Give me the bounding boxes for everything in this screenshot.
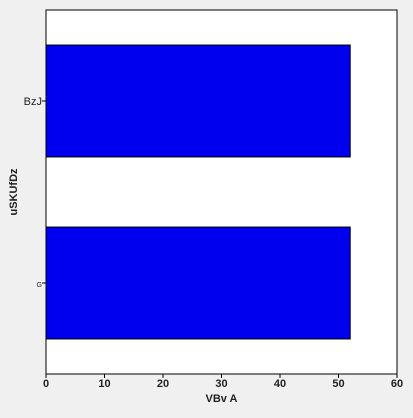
x-ticks-group: 0 10 20 30 40 50 60 — [43, 374, 403, 390]
x-tick-label: 0 — [43, 378, 49, 390]
x-tick-label: 40 — [274, 378, 286, 390]
x-axis-label: VBv A — [206, 393, 238, 405]
y-tick-label: G — [37, 282, 42, 289]
y-ticks-group: G BzJ — [24, 96, 46, 289]
x-tick-label: 30 — [215, 378, 227, 390]
bars-group — [45, 44, 351, 340]
x-tick-label: 10 — [98, 378, 110, 390]
bar-BzJ — [45, 44, 351, 158]
bar-G — [45, 226, 351, 340]
x-tick-label: 20 — [157, 378, 169, 390]
y-axis-label: uSKUfDz — [8, 168, 20, 216]
x-tick-label: 50 — [332, 378, 344, 390]
x-tick-label: 60 — [391, 378, 403, 390]
y-tick-label: BzJ — [24, 96, 42, 108]
